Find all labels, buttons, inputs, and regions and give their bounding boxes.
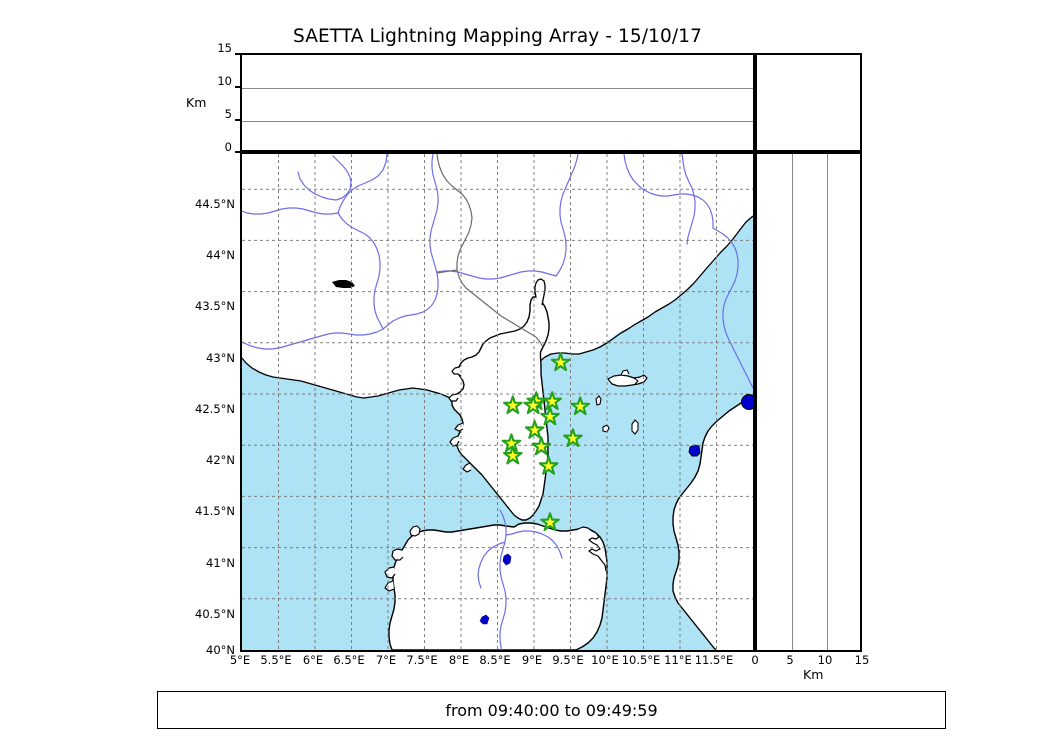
right-panel-axis-label: Km: [803, 667, 824, 682]
map-xtick-11_5: 11.5°E: [694, 653, 734, 667]
map-ytick-40: 40°N: [206, 643, 235, 657]
vhf-source-marker: [741, 394, 753, 410]
tickmark: [235, 151, 240, 153]
tickmark: [235, 86, 240, 88]
map-xtick-10: 10°E: [591, 653, 619, 667]
right-panel-gridline-5: [791, 154, 793, 650]
right-panel-gridline-10: [826, 154, 828, 650]
top-panel-ytick-5: 5: [224, 107, 232, 121]
map-ytick-42: 42°N: [206, 453, 235, 467]
map-ytick-40_5: 40.5°N: [195, 607, 235, 621]
map-ytick-44_5: 44.5°N: [195, 197, 235, 211]
corner-panel: [755, 53, 862, 152]
time-range-caption: from 09:40:00 to 09:49:59: [445, 700, 658, 720]
map-xtick-9_5: 9.5°E: [552, 653, 584, 667]
right-altitude-panel: [755, 152, 862, 652]
map-xtick-7_5: 7.5°E: [406, 653, 438, 667]
map-canvas[interactable]: [242, 154, 753, 650]
map-ytick-44: 44°N: [206, 248, 235, 262]
tickmark: [235, 119, 240, 121]
map-xtick-8_5: 8.5°E: [479, 653, 511, 667]
map-xtick-5_5: 5.5°E: [260, 653, 292, 667]
map-ytick-41_5: 41.5°N: [195, 504, 235, 518]
right-panel-xtick-10: 10: [817, 653, 833, 667]
map-xtick-6: 6°E: [302, 653, 324, 667]
map-ytick-42_5: 42.5°N: [195, 402, 235, 416]
top-altitude-panel: [240, 53, 755, 152]
map-xtick-5: 5°E: [229, 653, 251, 667]
map-ytick-41: 41°N: [206, 556, 235, 570]
map-xtick-11: 11°E: [664, 653, 692, 667]
top-panel-gridline-5: [242, 120, 753, 122]
top-panel-ytick-0: 0: [224, 140, 232, 154]
map-xtick-9: 9°E: [521, 653, 543, 667]
map-ytick-43_5: 43.5°N: [195, 299, 235, 313]
map-xtick-6_5: 6.5°E: [333, 653, 365, 667]
lightning-map-panel[interactable]: [240, 152, 755, 652]
top-panel-axis-label: Km: [186, 95, 207, 110]
right-panel-xtick-5: 5: [786, 653, 794, 667]
right-panel-xtick-0: 0: [751, 653, 759, 667]
page-title: SAETTA Lightning Mapping Array - 15/10/1…: [293, 26, 702, 47]
map-xtick-10_5: 10.5°E: [621, 653, 661, 667]
top-panel-gridline-10: [242, 87, 753, 89]
map-graphics: [242, 154, 753, 650]
map-ytick-43: 43°N: [206, 351, 235, 365]
top-panel-ytick-10: 10: [217, 74, 232, 88]
map-xtick-8: 8°E: [448, 653, 470, 667]
top-panel-ytick-15: 15: [217, 41, 232, 55]
time-range-caption-box: from 09:40:00 to 09:49:59: [157, 691, 946, 729]
right-panel-xtick-15: 15: [854, 653, 870, 667]
map-xtick-7: 7°E: [375, 653, 397, 667]
tickmark: [235, 53, 240, 55]
